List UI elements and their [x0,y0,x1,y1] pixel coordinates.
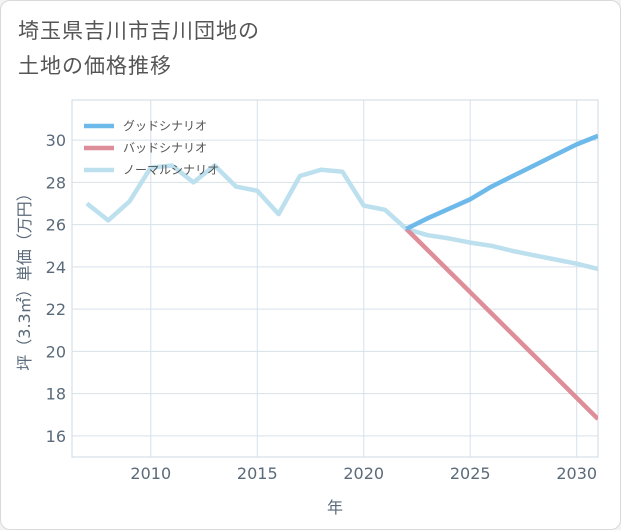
y-axis-ticks: 16 18 20 22 24 26 28 30 [46,131,66,446]
chart-title: 埼玉県吉川市吉川団地の 土地の価格推移 [18,14,438,84]
y-tick-label: 28 [46,173,66,192]
series-line-2 [404,227,598,421]
y-tick-label: 20 [46,342,66,361]
y-axis-title: 坪（3.3㎡）単価（万円） [15,185,34,370]
title-line-1: 埼玉県吉川市吉川団地の [18,19,260,43]
series-line-3 [85,163,598,272]
series-lines [85,133,598,421]
x-tick-label: 2020 [343,464,384,483]
x-axis-title: 年 [327,498,343,517]
plot-area [71,99,599,458]
title-line-2: 土地の価格推移 [18,54,172,78]
legend-label-3: ノーマルシナリオ [123,163,219,177]
y-tick-label: 30 [46,131,66,150]
y-tick-label: 16 [46,427,66,446]
x-tick-label: 2025 [450,464,491,483]
x-axis-ticks: 2010 2015 2020 2025 2030 [130,464,597,483]
x-tick-label: 2010 [130,464,171,483]
legend-label-2: バッドシナリオ [123,141,207,155]
y-tick-label: 26 [46,216,66,235]
series-line-1 [405,133,598,231]
y-tick-label: 18 [46,385,66,404]
x-tick-label: 2015 [237,464,278,483]
grid-lines [72,100,598,457]
y-tick-label: 22 [46,300,66,319]
legend-label-1: グッドシナリオ [123,119,207,133]
y-tick-label: 24 [46,258,66,277]
x-tick-label: 2030 [556,464,597,483]
